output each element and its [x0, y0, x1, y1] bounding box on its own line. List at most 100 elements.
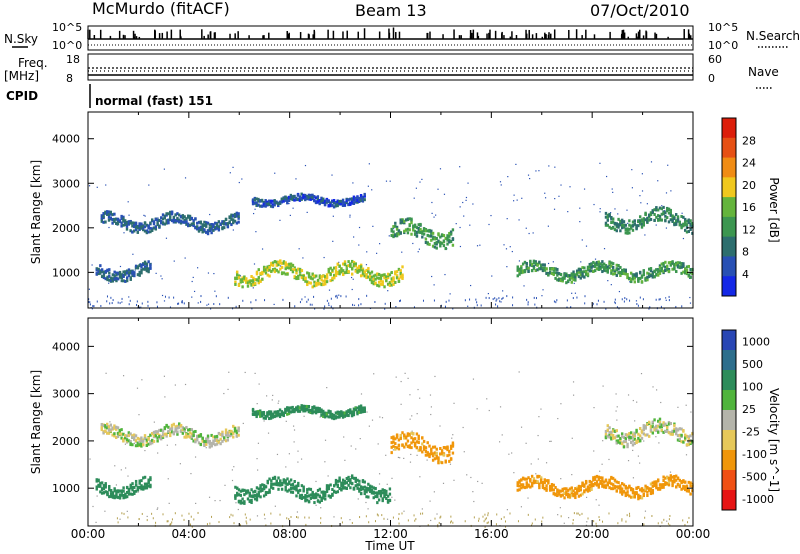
range-cell — [628, 432, 631, 436]
range-cell — [397, 438, 401, 442]
range-cell — [291, 198, 294, 202]
range-cell — [575, 488, 579, 492]
range-cell — [644, 426, 647, 430]
noise-point — [416, 454, 418, 456]
range-cell — [287, 407, 291, 411]
range-cell — [435, 456, 438, 460]
range-cell — [417, 441, 420, 445]
range-cell — [323, 203, 327, 207]
range-cell — [345, 201, 348, 205]
range-cell — [334, 478, 338, 482]
range-cell — [363, 270, 366, 274]
range-cell — [565, 487, 568, 491]
range-cell — [539, 478, 543, 482]
noise-point — [627, 394, 630, 396]
range-cell — [422, 229, 426, 233]
range-cell — [559, 272, 563, 276]
range-cell — [174, 213, 177, 217]
range-cell — [356, 406, 359, 410]
noise-point — [459, 206, 461, 208]
range-cell — [633, 434, 636, 438]
range-cell — [608, 478, 611, 482]
clutter-point — [210, 307, 212, 310]
range-cell — [113, 274, 116, 278]
range-cell — [422, 446, 426, 450]
clutter-point — [336, 294, 338, 297]
noise-point — [397, 456, 400, 459]
range-cell — [655, 268, 658, 272]
range-cell — [647, 267, 651, 271]
range-cell — [324, 279, 327, 283]
range-cell — [125, 271, 129, 275]
range-cell — [581, 266, 584, 270]
range-cell — [165, 212, 168, 216]
range-cell — [284, 261, 287, 265]
range-cell — [359, 408, 363, 412]
noise-point — [685, 404, 687, 406]
range-cell — [642, 220, 645, 224]
range-cell — [223, 436, 226, 440]
range-cell — [316, 410, 320, 414]
range-cell — [170, 425, 174, 429]
clutter-point — [440, 515, 442, 518]
range-cell — [548, 267, 552, 271]
noise-point — [462, 201, 464, 204]
clutter-point — [487, 521, 489, 524]
noise-point — [618, 290, 621, 293]
range-cell — [129, 483, 132, 487]
range-cell — [322, 279, 325, 283]
noise-point — [605, 175, 608, 178]
noise-point — [412, 242, 414, 245]
range-cell — [518, 488, 521, 492]
range-cell — [356, 412, 359, 416]
range-cell — [633, 219, 636, 223]
range-cell — [370, 485, 374, 489]
range-cell — [255, 197, 258, 201]
range-cell — [120, 224, 123, 228]
range-cell — [199, 443, 203, 447]
noise-point — [499, 406, 502, 408]
range-cell — [660, 485, 663, 489]
range-cell — [631, 435, 635, 439]
range-cell — [161, 221, 165, 225]
clutter-point — [155, 521, 157, 524]
range-cell — [687, 435, 690, 439]
noise-point — [500, 301, 502, 303]
range-cell — [651, 491, 654, 495]
range-cell — [390, 234, 393, 238]
range-cell — [165, 424, 168, 428]
noise-point — [381, 417, 384, 419]
range-cell — [147, 230, 150, 234]
noise-point — [88, 185, 91, 187]
clutter-point — [330, 297, 332, 300]
range-cell — [298, 198, 302, 202]
range-cell — [151, 441, 154, 445]
range-cell — [111, 218, 114, 222]
range-cell — [313, 493, 316, 497]
range-cell — [649, 274, 653, 278]
noise-point — [127, 475, 129, 477]
y-tick-label: 2000 — [52, 435, 80, 448]
clutter-point — [309, 303, 311, 306]
noise-point — [413, 197, 415, 199]
range-cell — [673, 427, 676, 431]
range-cell — [116, 222, 120, 226]
range-cell — [129, 276, 132, 280]
noise-point — [544, 197, 547, 199]
range-cell — [665, 429, 669, 433]
range-cell — [622, 440, 626, 444]
clutter-point — [608, 512, 610, 515]
noise-point — [515, 163, 517, 166]
range-cell — [149, 433, 152, 437]
range-cell — [565, 274, 568, 278]
colorbar-tick-label: 28 — [742, 134, 756, 147]
noise-point — [209, 213, 211, 216]
noise-point — [219, 499, 221, 502]
range-cell — [120, 217, 123, 221]
noise-point — [570, 306, 572, 308]
range-cell — [334, 269, 338, 273]
range-cell — [624, 491, 627, 495]
range-cell — [282, 478, 286, 482]
range-cell — [241, 497, 244, 501]
